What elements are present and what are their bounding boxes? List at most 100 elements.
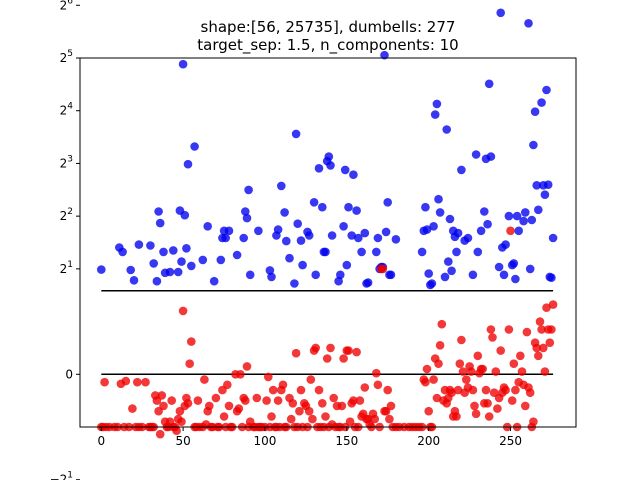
data-point (512, 211, 522, 221)
data-point (268, 385, 278, 395)
data-point (373, 380, 383, 390)
data-point (468, 385, 478, 395)
data-point (458, 367, 468, 376)
data-point (378, 264, 388, 274)
data-point (506, 226, 515, 236)
data-point (232, 250, 242, 260)
data-point (525, 388, 535, 398)
data-point (326, 161, 335, 170)
series-2 (97, 226, 558, 439)
data-point (298, 260, 307, 270)
data-point (267, 412, 276, 421)
data-point (383, 385, 393, 395)
data-point (291, 129, 301, 139)
data-point (321, 412, 330, 421)
data-point (172, 426, 181, 436)
data-point (190, 142, 199, 151)
data-point (501, 240, 510, 249)
data-point (97, 265, 106, 274)
data-point (209, 276, 219, 286)
data-point (386, 270, 396, 280)
y-tick-label: 24 (60, 102, 74, 118)
data-point (540, 367, 550, 376)
data-point (543, 180, 553, 189)
data-point (417, 247, 427, 257)
data-point (496, 8, 506, 18)
data-point (504, 211, 514, 221)
data-point (155, 429, 165, 439)
data-point (430, 110, 440, 119)
data-point (337, 401, 347, 411)
data-point (540, 190, 550, 199)
data-point (372, 247, 381, 257)
data-point (326, 343, 335, 353)
data-point (169, 246, 178, 255)
data-point (391, 235, 401, 244)
x-tick-label: 100 (254, 434, 277, 448)
data-point (532, 181, 541, 190)
data-point (532, 343, 541, 353)
data-point (434, 194, 443, 204)
data-point (452, 412, 461, 421)
data-point (529, 140, 538, 150)
data-point (278, 380, 288, 390)
y-tick-label: 25 (60, 49, 73, 65)
data-point (547, 325, 556, 334)
data-point (447, 388, 456, 398)
data-point (457, 165, 466, 175)
data-point (185, 359, 194, 369)
data-point (548, 300, 558, 309)
data-point (339, 354, 348, 363)
data-point (157, 391, 167, 400)
data-point (434, 359, 443, 369)
data-point (509, 359, 519, 369)
data-point (236, 370, 245, 379)
data-point (311, 270, 321, 280)
data-point (244, 185, 253, 195)
data-point (355, 396, 365, 405)
data-point (141, 377, 150, 387)
data-point (483, 399, 492, 408)
data-point (314, 385, 324, 395)
data-point (527, 215, 537, 225)
data-point (285, 253, 294, 263)
data-point (484, 79, 494, 89)
data-point (435, 208, 445, 217)
data-point (293, 219, 303, 228)
data-point (470, 401, 479, 411)
chart-title-line-1: shape:[56, 25735], dumbells: 277 (201, 18, 456, 36)
data-point (357, 247, 366, 257)
data-point (542, 85, 551, 95)
data-point (167, 396, 176, 405)
data-point (476, 226, 486, 236)
data-point (483, 219, 492, 229)
data-point (509, 259, 519, 268)
data-point (473, 351, 483, 361)
data-point (224, 226, 234, 236)
data-point (548, 233, 558, 243)
data-point (309, 198, 319, 207)
data-point (318, 399, 327, 408)
data-point (381, 227, 391, 237)
data-point (447, 266, 456, 276)
data-point (223, 380, 232, 390)
data-point (221, 233, 230, 243)
data-point (295, 406, 304, 416)
data-point (339, 222, 348, 231)
y-tick-label: 26 (60, 0, 74, 12)
data-point (100, 377, 109, 387)
data-point (177, 257, 186, 266)
data-point (424, 406, 434, 416)
data-point (267, 272, 276, 282)
data-point (129, 276, 139, 285)
data-point (203, 222, 212, 231)
data-point (537, 325, 546, 334)
data-point (173, 267, 183, 277)
data-point (496, 346, 506, 355)
y-tick-label: −21 (50, 471, 73, 480)
data-point (146, 241, 155, 250)
data-point (432, 393, 442, 403)
data-point (453, 385, 463, 395)
data-point (290, 279, 299, 288)
data-point (473, 247, 483, 257)
